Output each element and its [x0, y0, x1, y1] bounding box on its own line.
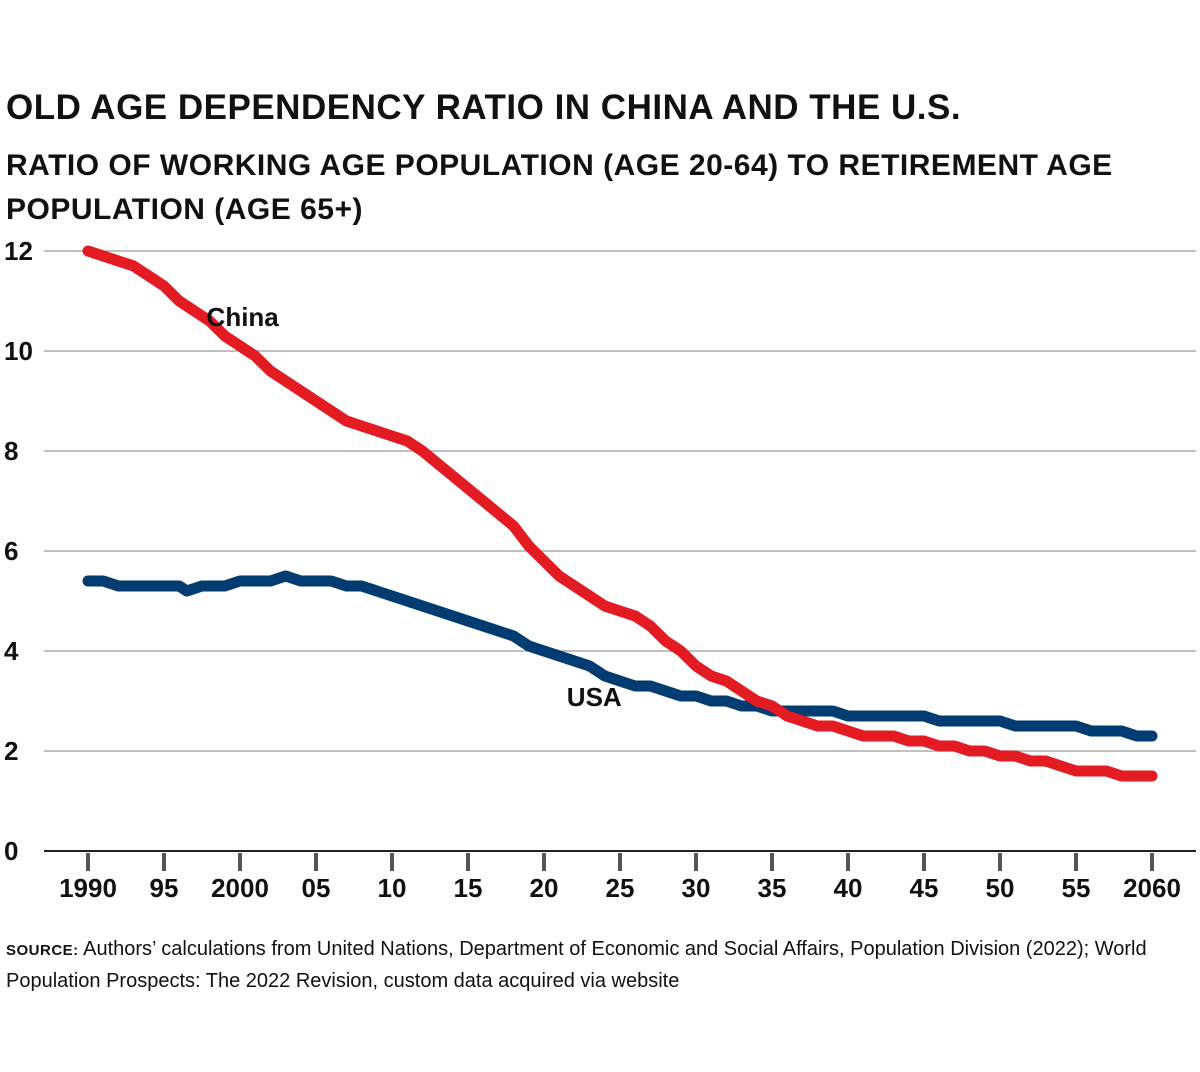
y-tick-label: 0 [4, 836, 18, 866]
x-tick-label: 2000 [211, 873, 269, 903]
x-tick-label: 40 [834, 873, 863, 903]
x-tick-label: 25 [606, 873, 635, 903]
x-tick-label: 30 [682, 873, 711, 903]
grid-layer [44, 250, 1196, 852]
y-tick-label: 10 [4, 336, 33, 366]
source-note: SOURCE: Authors’ calculations from Unite… [6, 934, 1186, 996]
series-layer [82, 245, 1158, 782]
x-tick-label: 20 [530, 873, 559, 903]
line-chart: 0 2 4 6 8 10 12 1990 95 2000 05 10 15 20 25 30 35 40 45 50 5… [4, 236, 1196, 903]
x-tick-label: 55 [1062, 873, 1091, 903]
x-tick-label: 35 [758, 873, 787, 903]
series-label-usa: USA [567, 682, 622, 712]
y-tick-label: 6 [4, 536, 18, 566]
x-tick-label: 10 [378, 873, 407, 903]
chart-subtitle: RATIO OF WORKING AGE POPULATION (AGE 20-… [6, 149, 1113, 226]
x-tick-label: 50 [986, 873, 1015, 903]
series-line-china [82, 245, 1158, 782]
x-tick-label: 15 [454, 873, 483, 903]
y-tick-label: 2 [4, 736, 18, 766]
x-tick-label: 2060 [1123, 873, 1181, 903]
series-line-usa [82, 570, 1158, 742]
source-text: Authors’ calculations from United Nation… [6, 938, 1147, 992]
y-tick-label: 12 [4, 236, 33, 266]
x-tick-label: 95 [150, 873, 179, 903]
series-label-china: China [207, 302, 280, 332]
y-tick-label: 4 [4, 636, 19, 666]
y-tick-label: 8 [4, 436, 18, 466]
x-tick-label: 45 [910, 873, 939, 903]
x-axis [86, 853, 1154, 871]
chart-title: OLD AGE DEPENDENCY RATIO IN CHINA AND TH… [6, 88, 962, 127]
label-layer: 0 2 4 6 8 10 12 1990 95 2000 05 10 15 20 25 30 35 40 45 50 5… [4, 236, 1181, 903]
x-tick-label: 1990 [59, 873, 117, 903]
x-tick-label: 05 [302, 873, 331, 903]
source-label: SOURCE: [6, 942, 79, 959]
